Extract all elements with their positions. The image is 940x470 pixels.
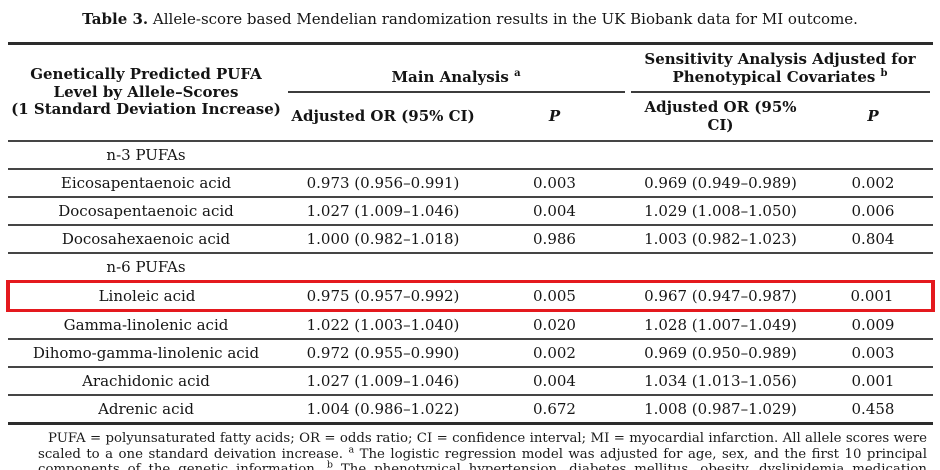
empty-cell — [814, 141, 933, 169]
p-sensitivity-cell: 0.804 — [851, 230, 895, 248]
p-main-cell: 0.004 — [533, 202, 576, 220]
table-row-highlighted: Linoleic acid 0.975 (0.957–0.992) 0.005 0.9… — [5, 280, 935, 312]
p-sensitivity-cell: 0.001 — [851, 372, 895, 390]
empty-cell — [285, 141, 482, 169]
p-main-cell: 0.020 — [533, 316, 576, 334]
table-row: Arachidonic acid 1.027 (1.009–1.046) 0.004… — [7, 367, 933, 395]
footnote-abbreviations: PUFA = polyunsaturated fatty acids; OR =… — [38, 431, 927, 462]
footnote-main-model-note: The logistic regression model was adjust… — [38, 446, 927, 470]
or-main-cell: 1.004 (0.986–1.022) — [306, 400, 460, 418]
pufa-name-cell: Arachidonic acid — [82, 372, 210, 390]
pufa-name-cell: Gamma-linolenic acid — [63, 316, 229, 334]
group-header-row: Genetically Predicted PUFA Level by Alle… — [8, 44, 933, 118]
pufa-name-cell: Adrenic acid — [98, 400, 194, 418]
p-main-cell: 0.672 — [533, 400, 576, 418]
column-header-p-main: P — [548, 107, 561, 125]
table-row: Adrenic acid 1.004 (0.986–1.022) 0.672 1.00… — [7, 395, 933, 424]
p-sensitivity-cell: 0.009 — [851, 316, 895, 334]
or-sensitivity-cell: 1.029 (1.008–1.050) — [644, 202, 797, 220]
column-header-pufa-level: Genetically Predicted PUFA Level by Alle… — [11, 65, 281, 119]
pufa-name-cell: Docosahexaenoic acid — [61, 230, 231, 248]
mr-results-table: Genetically Predicted PUFA Level by Alle… — [5, 42, 935, 425]
empty-cell — [482, 253, 628, 282]
section-row: n-3 PUFAs — [7, 141, 933, 169]
p-sensitivity-cell: 0.006 — [851, 202, 895, 220]
empty-cell — [628, 253, 814, 282]
table-caption-text: Allele-score based Mendelian randomizati… — [148, 10, 858, 28]
column-header-p-sensitivity: P — [867, 107, 879, 125]
footnote-sup-a: a — [348, 444, 355, 456]
p-main-cell: 0.003 — [533, 174, 576, 192]
or-main-cell: 1.022 (1.003–1.040) — [306, 316, 460, 334]
or-main-cell: 1.027 (1.009–1.046) — [306, 202, 460, 220]
footnote-sup-b: b — [326, 459, 333, 470]
p-main-cell: 0.004 — [533, 372, 576, 390]
section-row: n-6 PUFAs — [7, 253, 933, 282]
or-main-cell: 0.972 (0.955–0.990) — [306, 344, 460, 362]
or-main-cell: 0.975 (0.957–0.992) — [284, 280, 482, 312]
table-row: Gamma-linolenic acid 1.022 (1.003–1.040) 0… — [7, 310, 933, 340]
p-main-cell: 0.986 — [533, 230, 576, 248]
table-caption: Table 3. Allele-score based Mendelian ra… — [0, 10, 940, 29]
p-sensitivity-cell: 0.001 — [813, 280, 935, 312]
sensitivity-analysis-label: Sensitivity Analysis Adjusted for Phenot… — [644, 50, 916, 86]
or-sensitivity-cell: 0.969 (0.950–0.989) — [644, 344, 797, 362]
pufa-name-cell: Dihomo-gamma-linolenic acid — [32, 344, 260, 362]
p-main-cell: 0.005 — [481, 280, 628, 312]
or-main-cell: 1.027 (1.009–1.046) — [306, 372, 460, 390]
footnote-marker-b: b — [880, 67, 888, 79]
empty-cell — [628, 141, 814, 169]
table-row: Eicosapentaenoic acid 0.973 (0.956–0.991)… — [7, 169, 933, 197]
main-analysis-label: Main Analysis — [391, 67, 515, 86]
or-sensitivity-cell: 1.008 (0.987–1.029) — [644, 400, 797, 418]
p-sensitivity-cell: 0.458 — [851, 400, 895, 418]
empty-cell — [285, 253, 482, 282]
column-header-or-sensitivity: Adjusted OR (95% CI) — [644, 98, 797, 134]
table-row: Docosahexaenoic acid 1.000 (0.982–1.018) 0… — [7, 225, 933, 253]
empty-cell — [482, 141, 628, 169]
p-sensitivity-cell: 0.002 — [851, 174, 895, 192]
or-main-cell: 1.000 (0.982–1.018) — [306, 230, 460, 248]
pufa-name-cell: Docosapentaenoic acid — [58, 202, 234, 220]
section-label: n-6 PUFAs — [106, 258, 186, 276]
pufa-name-cell: Linoleic acid — [5, 280, 285, 312]
column-group-main-analysis: Main Analysis a — [285, 44, 628, 93]
p-main-cell: 0.002 — [533, 344, 576, 362]
or-main-cell: 0.973 (0.956–0.991) — [306, 174, 460, 192]
or-sensitivity-cell: 1.028 (1.007–1.049) — [644, 316, 797, 334]
p-sensitivity-cell: 0.003 — [851, 344, 895, 362]
section-label: n-3 PUFAs — [106, 146, 186, 164]
empty-cell — [814, 253, 933, 282]
footnote-marker-a: a — [514, 67, 521, 79]
table-row: Dihomo-gamma-linolenic acid 0.972 (0.955–… — [7, 339, 933, 367]
column-header-or-main: Adjusted OR (95% CI) — [291, 107, 475, 125]
footnote-sensitivity-note: The phenotypical hypertension, diabetes … — [340, 462, 927, 470]
column-group-sensitivity-analysis: Sensitivity Analysis Adjusted for Phenot… — [628, 44, 933, 93]
table-caption-number: Table 3. — [82, 10, 149, 28]
or-sensitivity-cell: 1.034 (1.013–1.056) — [644, 372, 797, 390]
table-row: Docosapentaenoic acid 1.027 (1.009–1.046)… — [7, 197, 933, 225]
sub-header-row: Adjusted OR (95% CI) P Adjusted OR (95% … — [8, 93, 933, 141]
or-sensitivity-cell: 1.003 (0.982–1.023) — [644, 230, 797, 248]
or-sensitivity-cell: 0.967 (0.947–0.987) — [627, 280, 814, 312]
or-sensitivity-cell: 0.969 (0.949–0.989) — [644, 174, 797, 192]
pufa-name-cell: Eicosapentaenoic acid — [60, 174, 232, 192]
table-footnote: PUFA = polyunsaturated fatty acids; OR =… — [38, 431, 927, 470]
